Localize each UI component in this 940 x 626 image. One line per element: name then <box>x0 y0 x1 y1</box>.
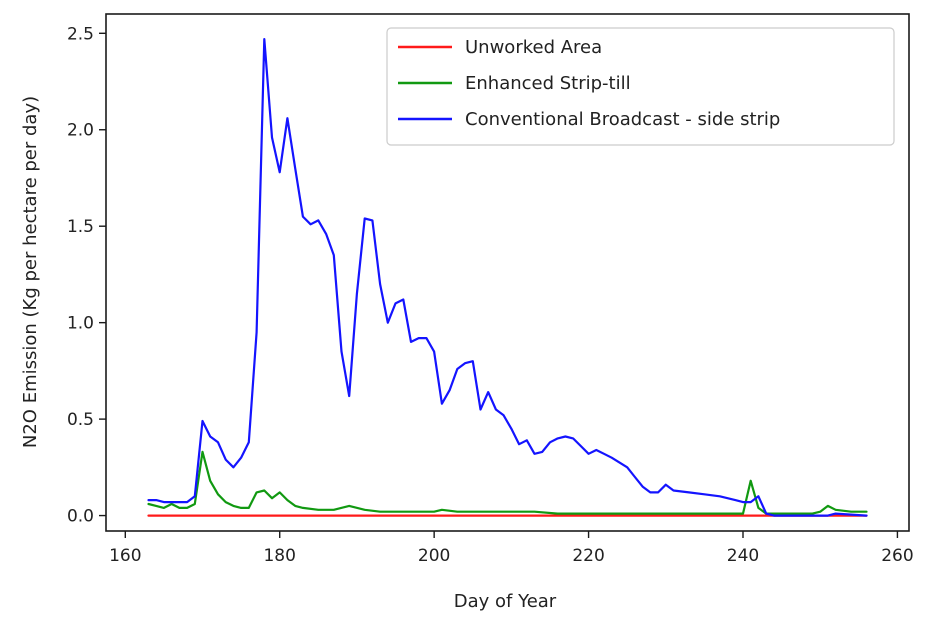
x-axis-label: Day of Year <box>454 591 557 612</box>
y-tick-label: 0.0 <box>67 507 94 527</box>
plot-frame <box>105 13 910 532</box>
legend: Unworked Area Enhanced Strip-till Conventi… <box>386 27 895 146</box>
y-tick-label: 2.0 <box>67 121 94 141</box>
series-line-conventional-broadcast-side-strip <box>147 38 868 517</box>
legend-label: Enhanced Strip-till <box>465 73 631 94</box>
y-tick-label: 2.5 <box>67 24 94 44</box>
x-tick-label: 220 <box>572 546 604 566</box>
x-axis-ticks: 160 180 200 220 240 260 <box>109 531 914 566</box>
legend-label: Unworked Area <box>465 37 602 58</box>
y-axis-label: N2O Emission (Kg per hectare per day) <box>20 96 41 448</box>
legend-label: Conventional Broadcast - side strip <box>465 109 780 130</box>
x-tick-label: 200 <box>418 546 450 566</box>
y-tick-label: 1.5 <box>67 217 94 237</box>
legend-frame <box>386 27 895 146</box>
y-tick-label: 1.0 <box>67 314 94 334</box>
y-tick-label: 0.5 <box>67 410 94 430</box>
y-axis-ticks: 0.0 0.5 1.0 1.5 2.0 2.5 <box>67 24 106 527</box>
plot-lines <box>147 38 868 517</box>
series-line-enhanced-strip-till <box>147 450 868 515</box>
x-tick-label: 160 <box>109 546 141 566</box>
x-tick-label: 240 <box>727 546 759 566</box>
x-tick-label: 260 <box>881 546 913 566</box>
x-tick-label: 180 <box>263 546 295 566</box>
